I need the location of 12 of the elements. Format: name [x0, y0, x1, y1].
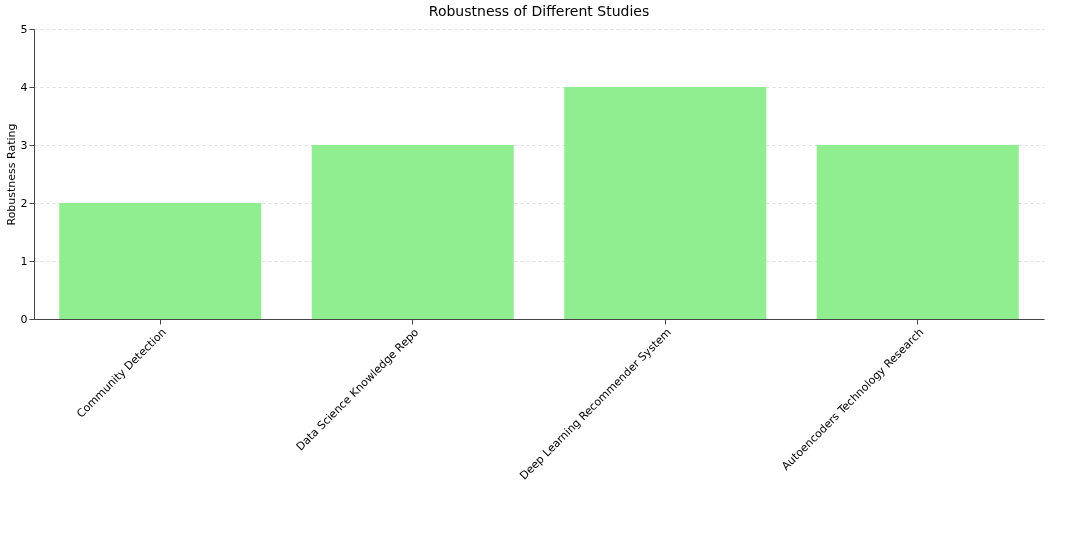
bar: [311, 145, 514, 319]
bar: [59, 203, 262, 319]
bar: [816, 145, 1019, 319]
y-tick-label: 3: [20, 138, 28, 152]
bar: [564, 87, 767, 319]
y-tick-label: 2: [20, 196, 28, 210]
y-tick-label: 0: [20, 312, 28, 326]
chart-title: Robustness of Different Studies: [428, 3, 650, 19]
y-axis-title: Robustness Rating: [4, 123, 18, 226]
y-tick-label: 5: [20, 22, 28, 36]
y-tick-label: 4: [20, 80, 28, 94]
y-tick-label: 1: [20, 254, 28, 268]
